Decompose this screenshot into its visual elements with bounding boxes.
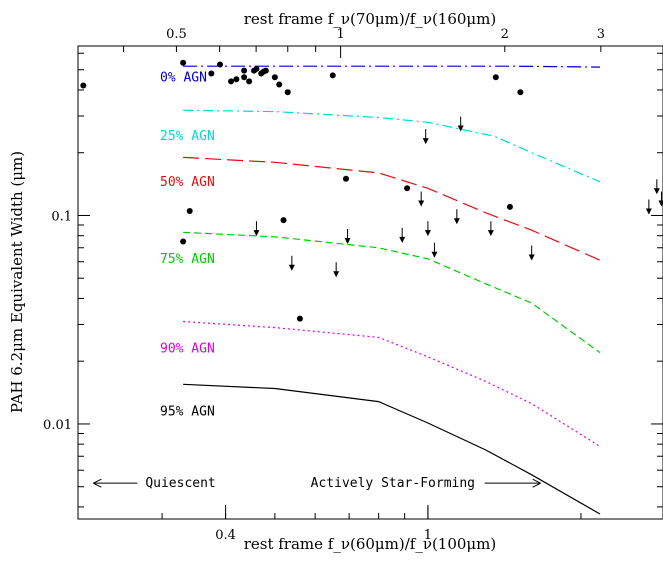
detection-point	[217, 61, 224, 68]
upper-limit-arrow	[645, 208, 652, 215]
detection-point	[246, 78, 253, 85]
series-label: 95% AGN	[160, 404, 215, 419]
series-label: 0% AGN	[160, 70, 207, 85]
series-line	[183, 383, 601, 515]
detection-point	[492, 74, 499, 81]
quiescent-arrow-head	[93, 478, 102, 488]
detection-point	[233, 76, 240, 83]
detection-point	[271, 74, 278, 81]
series-layer	[183, 65, 601, 515]
upper-limit-arrow	[653, 188, 660, 195]
detection-point	[180, 238, 187, 245]
detection-point	[280, 217, 287, 224]
series-line	[183, 156, 601, 261]
upper-limit-arrow	[424, 230, 431, 237]
top-x-tick-label: 1	[336, 27, 344, 42]
upper-limit-arrow	[344, 237, 351, 244]
series-line	[183, 109, 601, 183]
detection-point	[180, 59, 187, 66]
series-line	[183, 320, 601, 447]
upper-limit-arrow	[399, 236, 406, 243]
upper-limit-arrow	[422, 138, 429, 145]
upper-limit-arrow	[528, 254, 535, 261]
detection-point	[262, 67, 269, 74]
series-line	[183, 231, 601, 354]
detection-point	[404, 185, 411, 192]
detection-point	[284, 89, 291, 96]
detection-point	[342, 175, 349, 182]
detection-point	[228, 78, 235, 85]
upper-limit-arrow	[487, 230, 494, 237]
y-axis-title: PAH 6.2μm Equivalent Width (μm)	[8, 151, 26, 413]
detection-point	[517, 89, 524, 96]
series-line	[183, 65, 601, 68]
upper-limit-arrow	[418, 200, 425, 207]
plot-frame	[77, 45, 663, 520]
series-label: 50% AGN	[160, 175, 215, 190]
detection-point	[506, 203, 513, 210]
detection-point	[241, 67, 248, 74]
detection-point	[296, 315, 303, 322]
upper-limit-arrow	[288, 264, 295, 271]
top-x-axis-title: rest frame f_ν(70μm)/f_ν(160μm)	[244, 10, 497, 28]
upper-limit-arrow	[431, 251, 438, 258]
top-x-tick-label: 0.5	[166, 27, 187, 42]
star-forming-arrow-head	[532, 478, 541, 488]
detection-point	[208, 70, 215, 77]
series-label: 25% AGN	[160, 129, 215, 144]
detection-point	[276, 81, 283, 88]
labels-layer: 0% AGN 25% AGN 50% AGN 75% AGN 90% AGN 95% AG…	[93, 70, 541, 491]
detection-point	[253, 65, 260, 72]
upper-limit-arrow	[658, 200, 663, 207]
series-label: 75% AGN	[160, 252, 215, 267]
series-label: 90% AGN	[160, 342, 215, 357]
y-tick-label: 0.1	[51, 209, 72, 224]
top-x-tick-label: 2	[501, 27, 509, 42]
plot-border	[77, 45, 663, 520]
points-layer	[80, 59, 663, 322]
top-x-tick-label: 3	[597, 27, 605, 42]
upper-limit-arrow	[453, 218, 460, 225]
detection-point	[80, 82, 87, 89]
detection-point	[241, 74, 248, 81]
detection-point	[186, 208, 193, 215]
y-tick-label: 0.01	[43, 418, 72, 433]
upper-limit-arrow	[457, 125, 464, 132]
upper-limit-arrow	[253, 230, 260, 237]
x-tick-label: 0.4	[215, 528, 236, 543]
upper-limit-arrow	[333, 271, 340, 278]
x-axis-title: rest frame f_ν(60μm)/f_ν(100μm)	[244, 535, 497, 553]
detection-point	[329, 72, 336, 79]
x-tick-label: 1	[424, 528, 432, 543]
star-forming-label: Actively Star-Forming	[311, 476, 475, 491]
axis-ticks: 0.4 1 0.5 1 2 3 0.01 0.1	[43, 27, 663, 543]
quiescent-label: Quiescent	[145, 476, 215, 491]
